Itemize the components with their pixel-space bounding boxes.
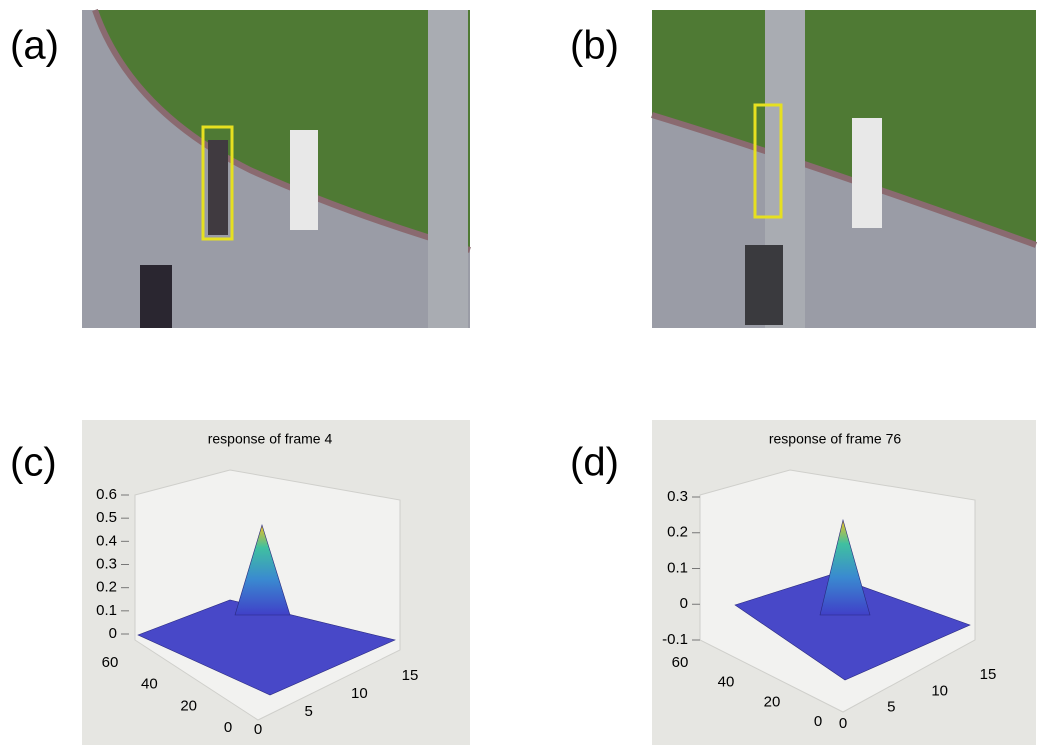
y-tick-label: 40 bbox=[141, 676, 158, 693]
x-tick-label: 15 bbox=[402, 667, 419, 684]
x-tick-label: 5 bbox=[304, 703, 312, 720]
plot-title: response of frame 76 bbox=[769, 431, 902, 447]
z-tick-label: 0 bbox=[109, 625, 117, 642]
figure: (a) (b) (c) response of frame 4 0 0.1 0.2 0.3 0.… bbox=[0, 0, 1039, 745]
plot-c-frame bbox=[82, 420, 470, 745]
y-tick-label: 0 bbox=[814, 713, 822, 730]
z-tick-label: 0.1 bbox=[96, 602, 117, 619]
plot-d-frame bbox=[652, 420, 1036, 745]
person bbox=[290, 130, 318, 230]
traffic-light bbox=[745, 245, 783, 325]
x-tick-label: 0 bbox=[254, 721, 262, 738]
plot-title: response of frame 4 bbox=[208, 431, 333, 447]
panel-label: (b) bbox=[570, 24, 619, 68]
y-tick-label: 20 bbox=[180, 697, 197, 714]
y-tick-label: 40 bbox=[718, 674, 735, 691]
y-tick-label: 60 bbox=[102, 654, 119, 671]
person bbox=[852, 118, 882, 228]
z-tick-label: 0.1 bbox=[667, 559, 688, 576]
z-tick-label: 0.5 bbox=[96, 509, 117, 526]
y-tick-label: 60 bbox=[672, 654, 689, 671]
person bbox=[208, 140, 228, 235]
pole bbox=[428, 10, 468, 328]
z-tick-label: 0.6 bbox=[96, 486, 117, 503]
photo-a bbox=[82, 10, 470, 328]
x-tick-label: 5 bbox=[887, 699, 895, 716]
z-tick-label: 0.3 bbox=[96, 555, 117, 572]
person bbox=[140, 265, 172, 328]
x-tick-label: 10 bbox=[351, 685, 368, 702]
z-tick-label: -0.1 bbox=[662, 631, 688, 648]
z-tick-label: 0 bbox=[680, 595, 688, 612]
x-tick-label: 10 bbox=[931, 682, 948, 699]
z-tick-label: 0.3 bbox=[667, 488, 688, 505]
panel-label: (a) bbox=[10, 24, 59, 68]
y-tick-label: 20 bbox=[764, 693, 781, 710]
z-tick-label: 0.4 bbox=[96, 532, 117, 549]
panel-label: (d) bbox=[570, 441, 619, 485]
panel-label: (c) bbox=[10, 441, 57, 485]
z-tick-label: 0.2 bbox=[96, 579, 117, 596]
x-tick-label: 15 bbox=[980, 666, 997, 683]
x-tick-label: 0 bbox=[839, 715, 847, 732]
y-tick-label: 0 bbox=[224, 719, 232, 736]
photo-b bbox=[652, 10, 1036, 328]
z-tick-label: 0.2 bbox=[667, 524, 688, 541]
